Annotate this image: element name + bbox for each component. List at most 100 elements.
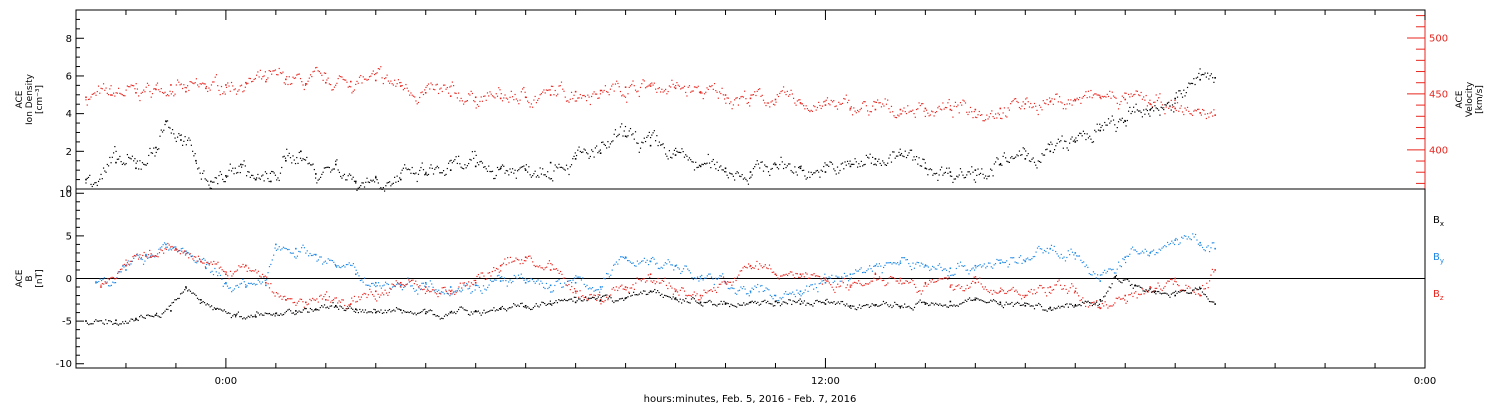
bz-series-sample [486, 278, 488, 280]
by-series-sample [450, 293, 452, 295]
bz-series-sample [587, 299, 590, 301]
bz-series-sample [931, 279, 934, 281]
velocity-series-sample [381, 77, 383, 79]
density-series-sample [125, 162, 127, 165]
bx-series-sample [757, 301, 759, 303]
velocity-series-sample [644, 87, 647, 89]
bz-series-sample [832, 289, 835, 291]
density-series-sample [582, 151, 584, 153]
bz-series-sample [309, 298, 311, 301]
by-series-sample [582, 277, 584, 279]
bz-series-sample [959, 287, 961, 289]
bx-series-sample [515, 305, 518, 307]
bx-series-sample [378, 311, 381, 313]
by-series-sample [827, 279, 829, 281]
velocity-series-sample [1021, 105, 1023, 107]
density-series-sample [402, 167, 405, 169]
by-series-sample [519, 276, 521, 279]
velocity-series-sample [478, 105, 480, 107]
bx-series-sample [1143, 290, 1146, 292]
bz-series-sample [1027, 290, 1030, 292]
velocity-series-sample [445, 88, 447, 90]
by-series-sample [873, 265, 875, 267]
bx-series-sample [414, 312, 416, 314]
density-series-sample [1176, 96, 1179, 98]
bx-series-sample [673, 298, 676, 300]
bx-series-sample [889, 304, 892, 306]
velocity-series-sample [885, 103, 888, 105]
by-series-sample [952, 274, 955, 276]
density-series-sample [1025, 150, 1027, 152]
velocity-series-sample [131, 84, 134, 87]
bz-series-sample [436, 293, 438, 295]
bz-series-sample [470, 282, 473, 284]
velocity-series-point [674, 87, 677, 90]
by-series-sample [670, 264, 672, 266]
density-series-sample [1163, 109, 1165, 111]
density-series-sample [1148, 113, 1150, 115]
bx-series-sample [517, 304, 519, 306]
density-tick-label: 0 [66, 185, 72, 196]
bx-series-point [824, 303, 827, 305]
bx-series-sample [305, 307, 307, 310]
velocity-series-sample [1107, 95, 1110, 98]
by-series-sample [522, 277, 524, 279]
by-series-sample [750, 292, 752, 294]
bx-series-sample [751, 300, 753, 302]
velocity-series-sample [676, 82, 678, 84]
density-series-sample [1199, 68, 1201, 70]
velocity-series-sample [1160, 101, 1162, 103]
by-series-sample [205, 263, 208, 266]
velocity-series-sample [887, 99, 889, 101]
by-series-sample [766, 288, 769, 290]
bx-series-sample [949, 305, 951, 307]
velocity-series-sample [441, 90, 443, 93]
density-series-sample [118, 158, 120, 160]
by-series-sample [1088, 272, 1090, 275]
velocity-series-sample [1016, 100, 1018, 103]
bz-series-sample [217, 261, 219, 263]
density-series-sample [1119, 118, 1121, 120]
density-series-sample [409, 169, 411, 171]
bx-series-sample [1115, 274, 1117, 277]
velocity-series-sample [820, 107, 822, 110]
density-series-sample [209, 187, 211, 189]
bz-series-sample [773, 271, 775, 273]
bz-series-sample [509, 256, 512, 259]
bz-series-sample [1043, 287, 1045, 289]
density-series-sample [608, 146, 610, 148]
density-series-point [649, 144, 652, 147]
bz-series-sample [752, 266, 754, 269]
velocity-series-sample [498, 87, 500, 89]
by-series-sample [1020, 255, 1022, 257]
bz-series-sample [424, 292, 427, 295]
by-series-sample [275, 249, 278, 251]
velocity-series-sample [176, 79, 179, 81]
velocity-series-sample [613, 90, 615, 92]
bx-series-sample [1213, 301, 1215, 303]
bz-series-sample [1101, 302, 1103, 305]
bx-series-sample [1134, 285, 1136, 287]
bz-series-sample [253, 270, 255, 272]
bx-series-sample [107, 320, 110, 322]
by-series-sample [681, 270, 683, 273]
velocity-series-sample [337, 77, 339, 80]
bx-series-sample [208, 304, 210, 306]
velocity-series-sample [1191, 114, 1194, 116]
velocity-series-sample [609, 88, 612, 90]
by-series-sample [852, 273, 854, 275]
velocity-series-sample [899, 113, 901, 115]
bx-series-sample [833, 301, 835, 303]
bz-series-sample [973, 276, 975, 278]
velocity-series-sample [217, 85, 219, 87]
bz-series-sample [476, 275, 478, 278]
velocity-series-point [349, 80, 352, 83]
density-series-sample [95, 181, 97, 184]
bz-series-sample [362, 293, 364, 296]
velocity-series-sample [342, 78, 344, 81]
velocity-series-sample [308, 77, 310, 79]
by-series-sample [992, 267, 994, 269]
bz-series-sample [210, 261, 212, 263]
density-series-point [924, 167, 927, 170]
bz-series-sample [150, 253, 152, 255]
